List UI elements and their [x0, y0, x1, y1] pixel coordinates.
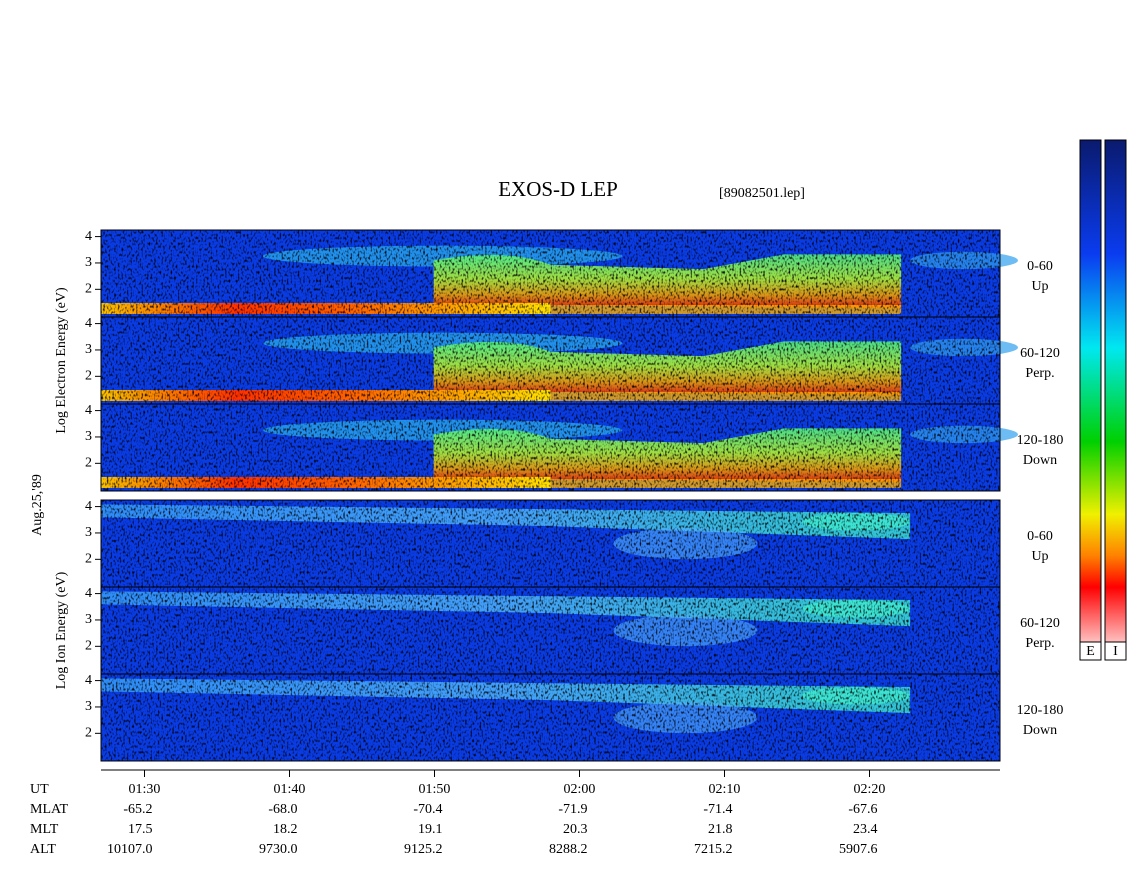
- orbit-value: 23.4: [853, 822, 878, 837]
- panel-label: 0-60: [1027, 259, 1053, 274]
- orbit-value: -65.2: [123, 802, 152, 817]
- orbit-value: -71.9: [558, 802, 587, 817]
- panel-frame: [100, 673, 1001, 762]
- y-tick-label: 4: [85, 499, 92, 514]
- y-tick-label: 3: [85, 612, 92, 627]
- orbit-label: UT: [30, 782, 49, 797]
- panel-label: Down: [1023, 723, 1057, 738]
- y-tick-label: 4: [85, 673, 92, 688]
- orbit-value: 5907.6: [839, 842, 878, 857]
- y-tick-label: 3: [85, 255, 92, 270]
- colorbar-box: [1079, 641, 1102, 661]
- y-tick-label: 4: [85, 403, 92, 418]
- orbit-value: 18.2: [273, 822, 298, 837]
- y-tick-label: 2: [85, 456, 92, 471]
- panel-label: 60-120: [1020, 616, 1060, 631]
- orbit-value: 10107.0: [107, 842, 153, 857]
- orbit-value: -71.4: [703, 802, 732, 817]
- orbit-value: 21.8: [708, 822, 733, 837]
- colorbar: [1079, 139, 1102, 661]
- y-tick-label: 4: [85, 316, 92, 331]
- panel-label: Perp.: [1025, 636, 1054, 651]
- y-tick-label: 3: [85, 699, 92, 714]
- x-tick-label: 02:10: [709, 782, 741, 797]
- panel-label: Up: [1031, 549, 1048, 564]
- panel-label: Down: [1023, 453, 1057, 468]
- y-tick-label: 2: [85, 552, 92, 567]
- colorbar-label: E: [1086, 644, 1095, 659]
- noise: [101, 230, 1000, 317]
- y-tick-label: 3: [85, 342, 92, 357]
- y-tick-label: 3: [85, 525, 92, 540]
- orbit-value: 17.5: [128, 822, 153, 837]
- panel-label: Up: [1031, 279, 1048, 294]
- x-tick-label: 01:30: [129, 782, 161, 797]
- y-tick-label: 2: [85, 639, 92, 654]
- orbit-value: 9730.0: [259, 842, 298, 857]
- panel-frame: [100, 403, 1001, 492]
- y-tick-label: 2: [85, 282, 92, 297]
- noise: [101, 500, 1000, 587]
- orbit-value: 9125.2: [404, 842, 443, 857]
- orbit-value: -67.6: [848, 802, 877, 817]
- colorbar: [1104, 139, 1127, 661]
- panel-label: 0-60: [1027, 529, 1053, 544]
- x-tick-label: 01:50: [419, 782, 451, 797]
- y-tick-label: 3: [85, 429, 92, 444]
- panel-label: Perp.: [1025, 366, 1054, 381]
- chart-subtitle: [89082501.lep]: [719, 186, 805, 201]
- orbit-value: 20.3: [563, 822, 588, 837]
- orbit-value: 7215.2: [694, 842, 733, 857]
- colorbar-label: I: [1113, 644, 1118, 659]
- orbit-value: 8288.2: [549, 842, 588, 857]
- orbit-value: -70.4: [413, 802, 442, 817]
- orbit-label: ALT: [30, 842, 56, 857]
- noise: [101, 587, 1000, 674]
- y-tick-label: 2: [85, 726, 92, 741]
- date-label: Aug.25,'89: [30, 474, 45, 536]
- orbit-value: 19.1: [418, 822, 443, 837]
- panel-label: 120-180: [1017, 703, 1064, 718]
- colorbar-box: [1104, 641, 1127, 661]
- x-tick-label: 02:20: [854, 782, 886, 797]
- chart-title: EXOS-D LEP: [498, 177, 618, 201]
- orbit-label: MLT: [30, 822, 59, 837]
- panel-label: 60-120: [1020, 346, 1060, 361]
- y-tick-label: 4: [85, 586, 92, 601]
- noise: [101, 404, 1000, 491]
- noise: [101, 674, 1000, 761]
- orbit-value: -68.0: [268, 802, 297, 817]
- noise: [101, 317, 1000, 404]
- x-tick-label: 02:00: [564, 782, 596, 797]
- panel-label: 120-180: [1017, 433, 1064, 448]
- y-axis-label: Log Electron Energy (eV): [54, 287, 69, 434]
- y-axis-label: Log Ion Energy (eV): [54, 571, 69, 689]
- y-tick-label: 2: [85, 369, 92, 384]
- y-tick-label: 4: [85, 229, 92, 244]
- orbit-label: MLAT: [30, 802, 69, 817]
- x-tick-label: 01:40: [274, 782, 306, 797]
